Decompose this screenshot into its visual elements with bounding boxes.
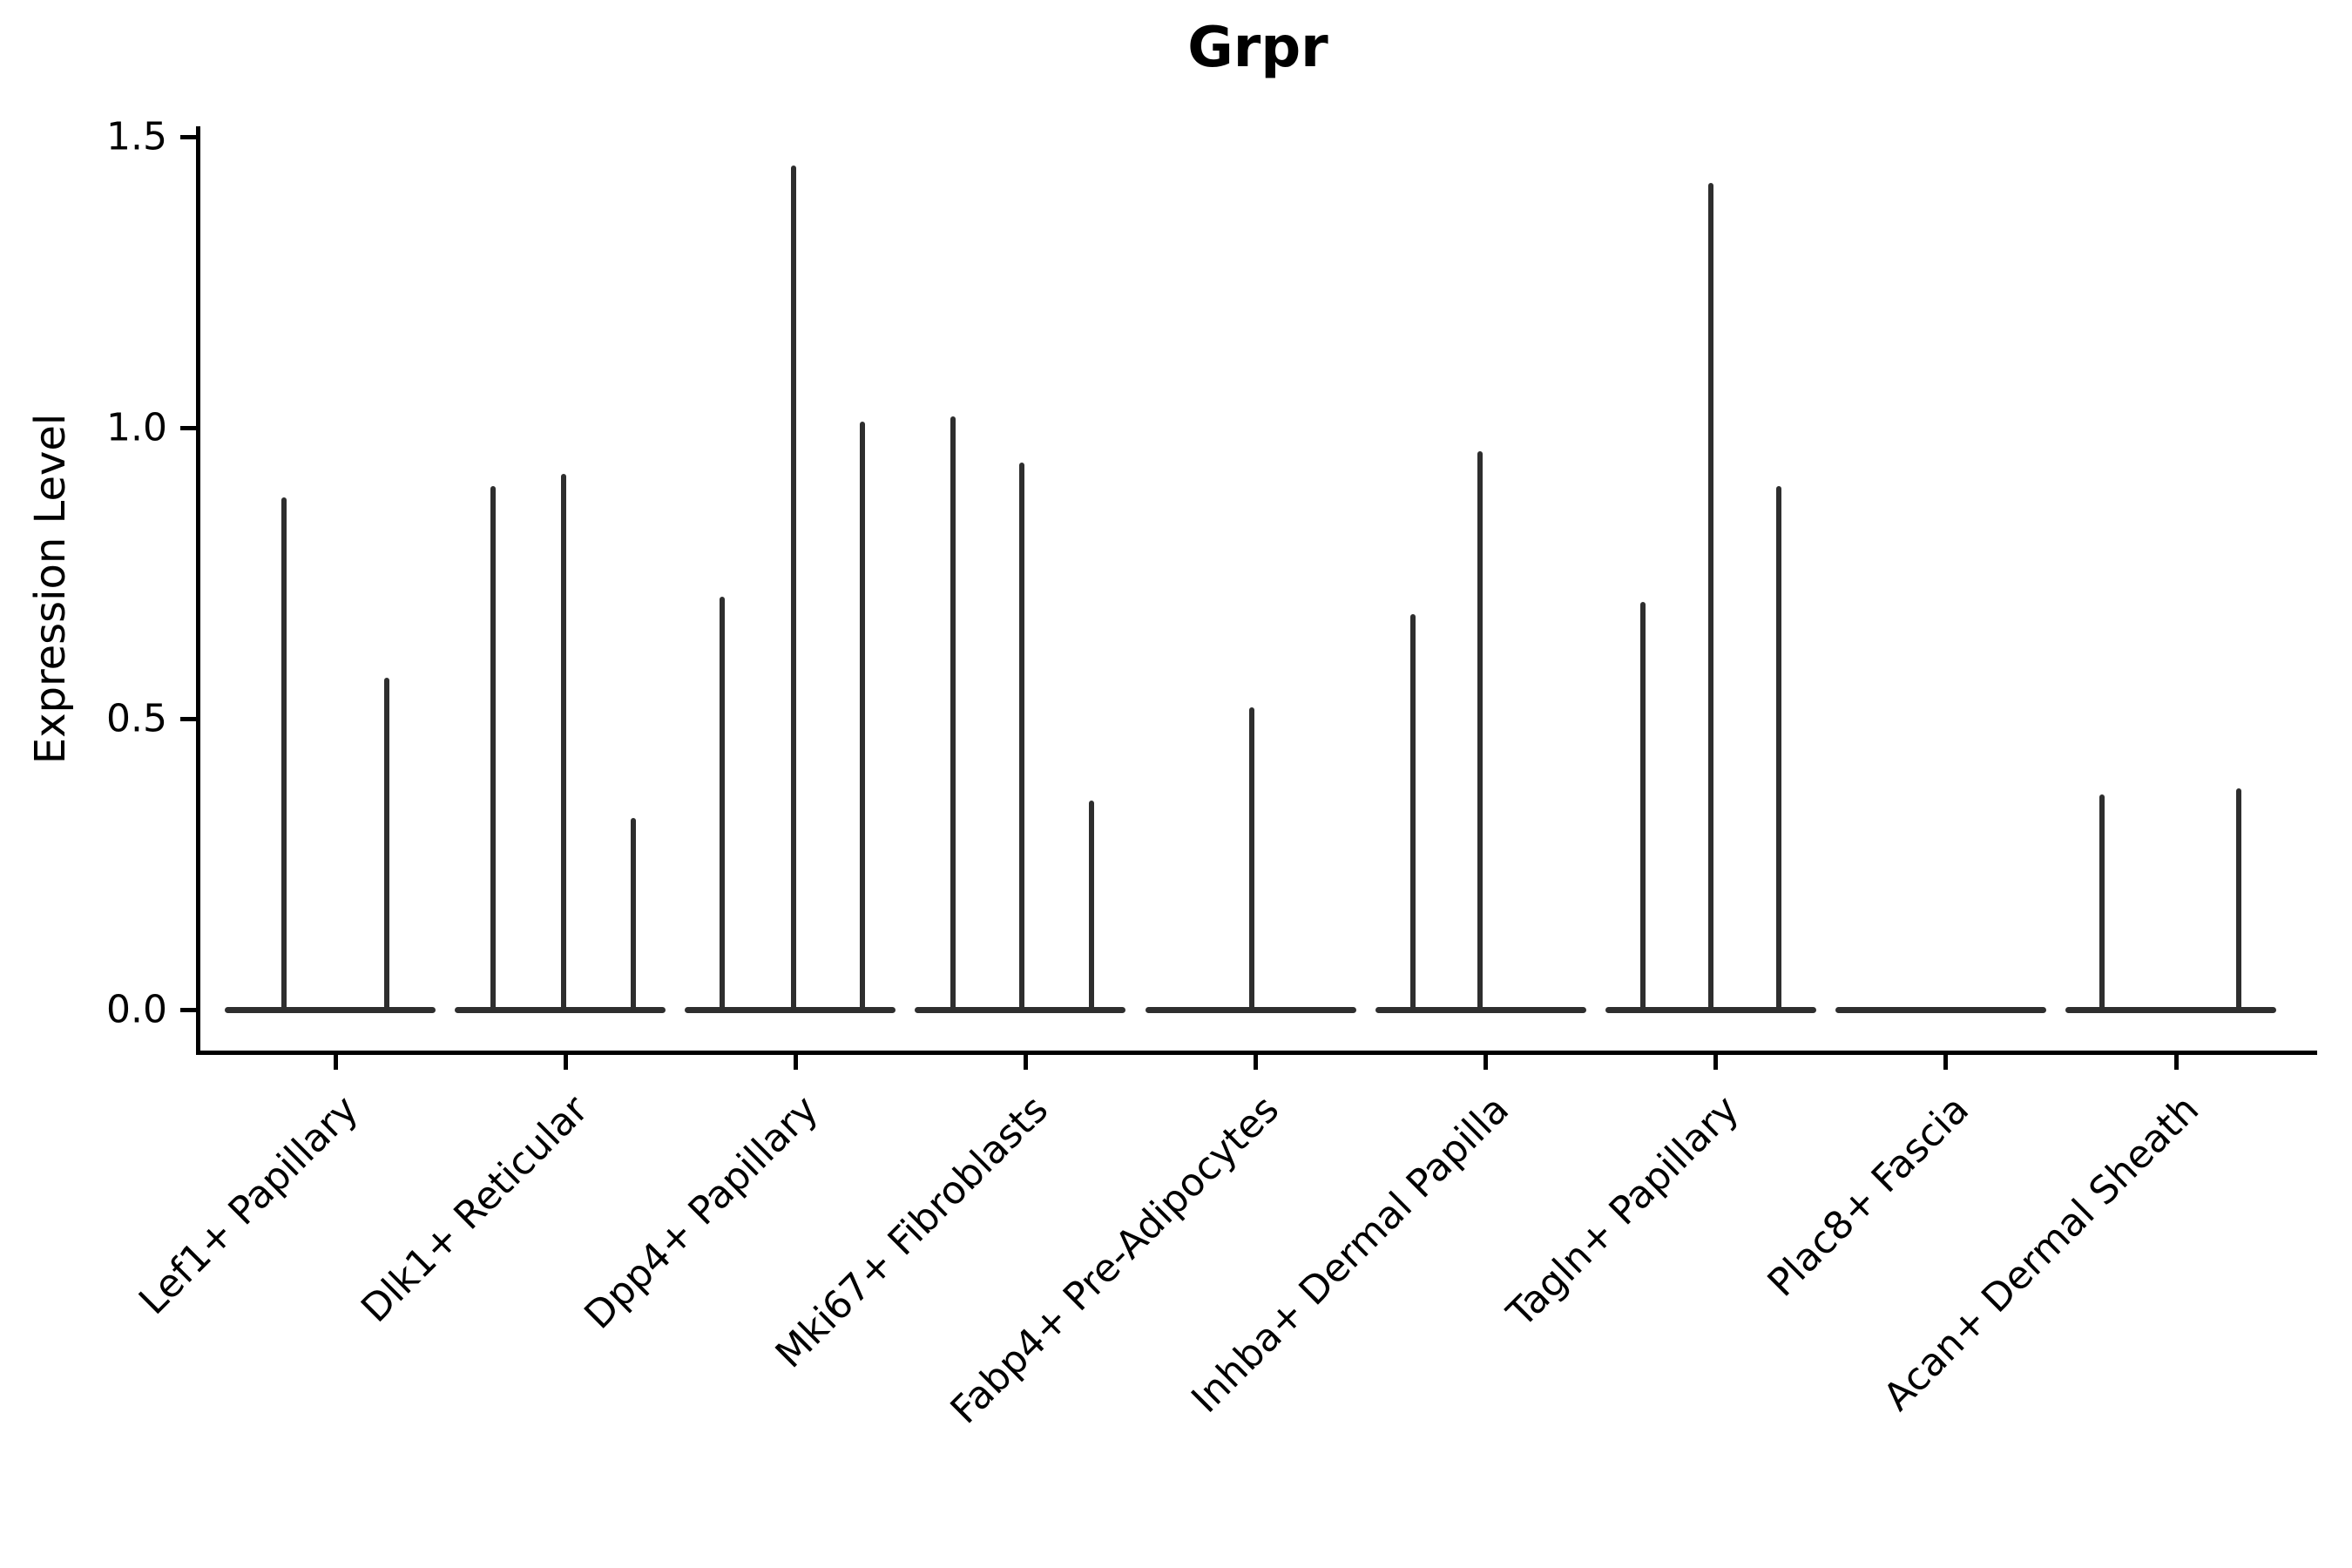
violin-zero-base	[225, 1006, 436, 1013]
y-tick-mark	[180, 716, 196, 721]
violin-spike	[1409, 613, 1416, 1012]
y-tick-label: 0.0	[106, 987, 167, 1032]
violin-spike	[490, 485, 497, 1012]
x-tick-mark	[793, 1052, 798, 1070]
violin-spike	[860, 422, 866, 1012]
plot-title: Grpr	[1187, 16, 1328, 80]
x-tick-label: Lef1+ Papillary	[130, 1087, 368, 1324]
x-tick-label: Dlk1+ Reticular	[353, 1087, 598, 1331]
violin-spike	[1089, 800, 1095, 1012]
violin-zero-base	[455, 1006, 666, 1013]
x-tick-mark	[2173, 1052, 2179, 1070]
y-axis-spine	[196, 126, 200, 1055]
x-tick-mark	[333, 1052, 338, 1070]
x-tick-mark	[1484, 1052, 1489, 1070]
violin-spike	[1248, 706, 1254, 1012]
violin-spike	[1775, 485, 1781, 1012]
violin-spike	[561, 474, 567, 1012]
y-tick-mark	[180, 425, 196, 430]
violin-spike	[2099, 794, 2105, 1012]
violin-spike	[791, 166, 797, 1012]
violin-zero-base	[1835, 1006, 2046, 1013]
x-tick-mark	[1254, 1052, 1258, 1070]
y-tick-label: 1.0	[106, 405, 167, 450]
violin-spike	[1639, 602, 1646, 1012]
violin-spike	[1019, 463, 1025, 1012]
violin-zero-base	[2065, 1006, 2276, 1013]
violin-spike	[2236, 788, 2241, 1012]
violin-spike	[1477, 450, 1483, 1012]
y-tick-mark	[180, 1007, 196, 1012]
violin-spike	[384, 678, 389, 1012]
violin-spike	[1707, 183, 1713, 1012]
y-tick-mark	[180, 134, 196, 139]
x-tick-label: Dpp4+ Papillary	[576, 1087, 828, 1338]
x-tick-mark	[563, 1052, 568, 1070]
violin-zero-base	[685, 1006, 896, 1013]
x-tick-label: Plac8+ Fascia	[1759, 1087, 1977, 1306]
x-tick-mark	[1023, 1052, 1028, 1070]
violin-spike	[950, 416, 956, 1012]
violin-spike	[631, 817, 637, 1012]
x-tick-mark	[1713, 1052, 1719, 1070]
y-axis-label: Expression Level	[26, 413, 75, 765]
x-tick-label: Tagln+ Papillary	[1498, 1087, 1747, 1336]
y-tick-label: 0.5	[106, 696, 167, 741]
violin-spike	[281, 497, 287, 1012]
y-tick-label: 1.5	[106, 114, 167, 159]
x-tick-mark	[1943, 1052, 1949, 1070]
violin-spike	[720, 596, 726, 1012]
